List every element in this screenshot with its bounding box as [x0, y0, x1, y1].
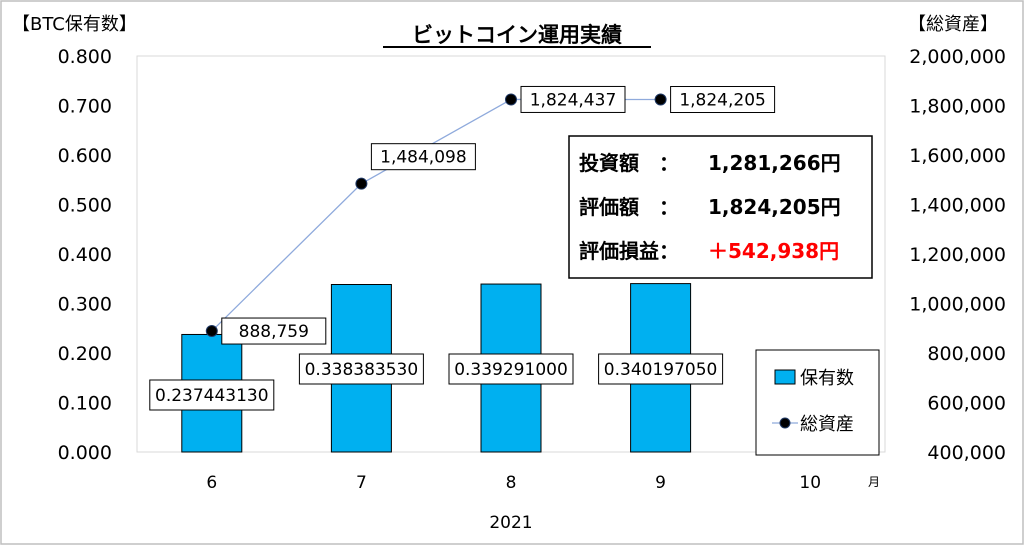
y-left-tick-label: 0.800	[58, 46, 112, 68]
legend-bar-label: 保有数	[800, 368, 854, 389]
bar-data-label: 0.237443130	[155, 386, 269, 406]
line-data-label: 1,824,205	[679, 91, 766, 111]
line-point	[654, 93, 667, 106]
bar-data-label: 0.340197050	[604, 360, 718, 380]
bar-data-label-box	[149, 379, 275, 411]
summary-box: 投資額 ： 1,281,266円 評価額 ： 1,824,205円 評価損益： …	[568, 135, 873, 279]
bar-data-label-box	[598, 353, 724, 385]
y-left-tick-label: 0.200	[58, 343, 112, 365]
x-category-label: 6	[206, 473, 217, 493]
y-left-tick-label: 0.500	[58, 195, 112, 217]
x-category-label: 8	[506, 473, 517, 493]
x-group-label: 2021	[489, 513, 532, 533]
line-point	[205, 325, 218, 338]
y-right-tick-label: 600,000	[927, 393, 1006, 415]
y-left-tick-label: 0.300	[58, 294, 112, 316]
legend-line-label: 総資産	[800, 414, 854, 435]
y-right-tick-label: 2,000,000	[909, 46, 1006, 68]
line-data-label-box	[520, 85, 626, 113]
y-left-tick-label: 0.600	[58, 145, 112, 167]
line-data-label: 1,484,098	[380, 148, 467, 168]
bar-data-label-box	[298, 353, 424, 385]
line-point	[355, 177, 368, 190]
y-right-axis-label: 【総資産】	[908, 14, 998, 35]
investment-label: 投資額 ：	[579, 151, 679, 175]
y-right-ticks: 400,000 600,000 800,000 1,000,000 1,200,000 1…	[909, 46, 1006, 464]
y-right-tick-label: 800,000	[927, 343, 1006, 365]
y-right-tick-label: 1,000,000	[909, 294, 1006, 316]
chart-title: ビットコイン運用実績	[412, 23, 622, 47]
profit-value: ＋542,938円	[708, 239, 839, 263]
y-left-tick-label: 0.000	[58, 442, 112, 464]
legend-frame	[755, 349, 880, 456]
y-right-tick-label: 1,600,000	[909, 145, 1006, 167]
x-category-labels: 6 7 8 9 10	[206, 473, 821, 493]
legend-bar-swatch	[774, 369, 796, 385]
line-data-label-box	[370, 143, 476, 171]
line-data-label-box	[221, 317, 327, 345]
x-category-label: 9	[655, 473, 666, 493]
y-left-axis-label: 【BTC保有数】	[12, 14, 137, 35]
legend-line-marker	[779, 417, 791, 429]
y-left-ticks: 0.000 0.100 0.200 0.300 0.400 0.500 0.600 0.700…	[58, 46, 112, 464]
x-category-label: 10	[799, 473, 821, 493]
bar-data-labels: 0.237443130 0.338383530 0.339291000 0.34019…	[149, 353, 724, 411]
valuation-value: 1,824,205円	[708, 195, 841, 219]
y-right-tick-label: 1,800,000	[909, 96, 1006, 118]
x-axis-unit: 月	[868, 475, 880, 489]
line-data-labels: 888,759 1,484,098 1,824,437 1,824,205	[221, 85, 776, 345]
line-data-label: 1,824,437	[530, 90, 617, 110]
line-data-label: 888,759	[239, 322, 309, 342]
y-left-tick-label: 0.400	[58, 244, 112, 266]
y-right-tick-label: 1,400,000	[909, 195, 1006, 217]
y-right-tick-label: 1,200,000	[909, 244, 1006, 266]
investment-value: 1,281,266円	[708, 151, 841, 175]
profit-label: 評価損益：	[579, 239, 679, 263]
y-left-tick-label: 0.700	[58, 96, 112, 118]
y-left-tick-label: 0.100	[58, 393, 112, 415]
line-data-label-box	[670, 86, 776, 114]
legend: 保有数 総資産	[755, 349, 880, 456]
valuation-label: 評価額 ：	[579, 195, 679, 219]
x-category-label: 7	[356, 473, 367, 493]
bar-data-label: 0.338383530	[305, 360, 419, 380]
line-point	[505, 93, 517, 106]
y-right-tick-label: 400,000	[927, 442, 1006, 464]
summary-box-frame	[568, 135, 873, 279]
bar-data-label: 0.339291000	[454, 360, 568, 380]
bar-data-label-box	[448, 353, 574, 385]
